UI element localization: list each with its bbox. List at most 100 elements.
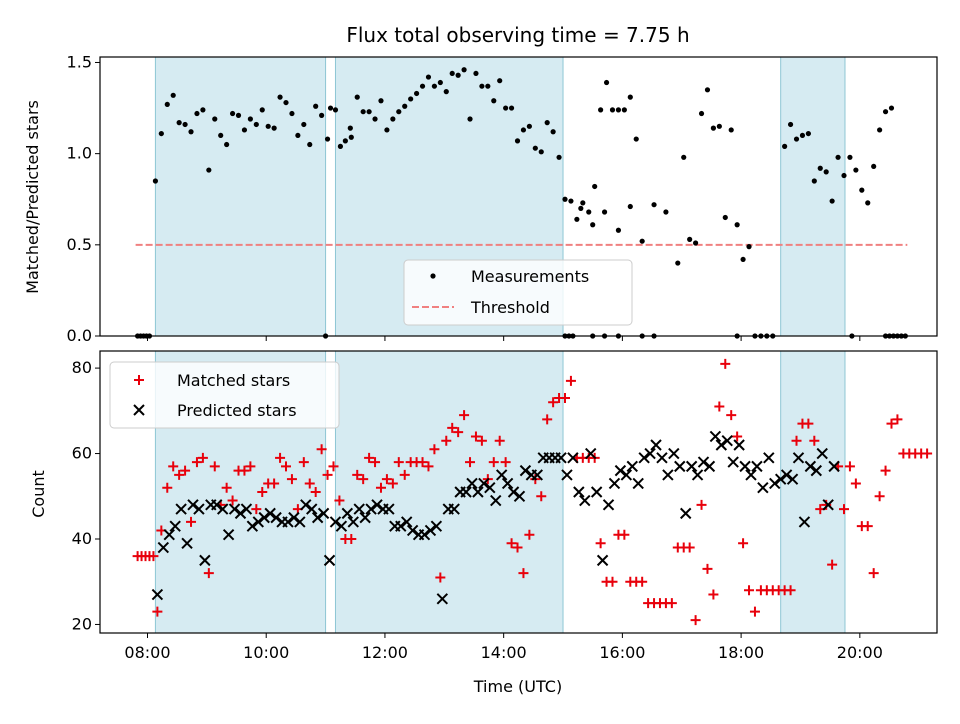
measurement-point — [253, 121, 259, 128]
matched-star-point — [174, 469, 185, 480]
measurement-point — [479, 83, 485, 89]
predicted-star-point — [151, 588, 164, 601]
y-tick-label: 80 — [72, 358, 92, 377]
matched-star-point — [619, 529, 630, 540]
predicted-star-point — [757, 482, 769, 494]
matched-star-point — [257, 487, 268, 497]
matched-star-point — [393, 457, 404, 468]
y-tick-label: 40 — [72, 529, 92, 548]
predicted-star-point — [282, 516, 294, 528]
measurement-point — [722, 214, 728, 221]
measurement-point — [538, 149, 544, 155]
matched-star-point — [744, 585, 755, 596]
measurement-point — [847, 154, 853, 160]
measurement-point — [888, 105, 895, 111]
measurement-point — [366, 109, 372, 115]
predicted-star-point — [199, 554, 211, 567]
matched-star-point — [162, 482, 173, 493]
matched-star-point — [221, 482, 232, 493]
matched-star-point — [447, 422, 458, 433]
legend-marker-measurements — [430, 273, 436, 279]
measurement-point — [360, 109, 366, 115]
measurement-point — [601, 209, 608, 215]
measurement-point — [698, 110, 705, 117]
bottom-y-axis-label: Count — [29, 470, 48, 518]
measurement-point — [265, 123, 271, 129]
matched-star-point — [803, 418, 814, 429]
predicted-star-point — [157, 541, 170, 554]
predicted-star-point — [228, 503, 241, 515]
measurement-point — [277, 94, 283, 100]
matched-star-point — [827, 559, 838, 570]
top-legend: Measurements Threshold — [403, 259, 633, 326]
matched-star-point — [459, 410, 470, 421]
predicted-star-point — [424, 524, 437, 537]
shaded-interval — [334, 350, 564, 634]
predicted-star-point — [579, 494, 591, 507]
shaded-interval — [154, 56, 327, 337]
predicted-star-point — [561, 469, 573, 481]
measurement-point — [556, 154, 562, 160]
measurement-point — [283, 99, 289, 106]
measurement-point — [158, 130, 164, 137]
legend-label-predicted: Predicted stars — [177, 401, 297, 420]
predicted-star-point — [697, 456, 710, 468]
top-axes: 0.0 0.5 1.0 1.5 — [67, 52, 938, 345]
matched-star-point — [453, 427, 464, 438]
measurement-point — [835, 154, 841, 160]
matched-star-point — [500, 457, 511, 468]
matched-star-point — [732, 431, 743, 442]
measurement-point — [307, 141, 313, 148]
predicted-star-point — [822, 499, 834, 511]
matched-star-point — [441, 435, 452, 446]
measurement-point — [384, 127, 390, 133]
measurement-point — [188, 129, 194, 135]
matched-star-point — [892, 414, 903, 425]
matched-star-point — [429, 444, 440, 455]
matched-star-point — [328, 461, 339, 472]
measurement-point — [229, 110, 236, 117]
measurement-point — [218, 132, 224, 139]
measurement-point — [882, 109, 889, 115]
measurement-point — [289, 110, 295, 117]
matched-star-point — [148, 551, 159, 562]
matched-star-point — [862, 521, 873, 532]
predicted-star-point — [216, 503, 229, 515]
bottom-axes: 20 40 60 80 08:00 10:00 12:00 14:00 16:00 18:00 20… — [72, 350, 938, 662]
measurement-point — [241, 127, 248, 133]
measurement-point — [544, 120, 550, 126]
measurement-point — [324, 136, 331, 142]
predicted-star-point — [353, 503, 365, 515]
measurement-point — [313, 103, 319, 109]
matched-star-point — [666, 598, 677, 609]
measurement-point — [562, 196, 568, 202]
predicted-star-point — [585, 447, 597, 460]
matched-star-point — [168, 461, 179, 472]
predicted-star-point — [436, 593, 449, 605]
matched-star-point — [512, 542, 523, 553]
matched-star-point — [298, 457, 309, 468]
matched-star-point — [180, 465, 191, 476]
predicted-star-point — [644, 447, 656, 460]
measurement-point — [247, 116, 253, 122]
predicted-star-point — [169, 520, 181, 532]
measurement-point — [396, 109, 402, 115]
measurement-point — [301, 121, 307, 128]
measurement-point — [164, 101, 170, 108]
measurement-point — [578, 205, 584, 211]
measurement-point — [295, 132, 301, 139]
measurement-point — [200, 107, 206, 113]
predicted-star-point — [602, 499, 615, 511]
predicted-star-point — [668, 447, 680, 460]
bottom-panel: 20 40 60 80 08:00 10:00 12:00 14:00 16:00 18:00 20… — [29, 350, 938, 696]
measurement-point — [639, 238, 645, 244]
measurement-point — [532, 145, 538, 151]
measurement-point — [503, 105, 509, 111]
y-tick-label: 1.0 — [67, 144, 92, 163]
predicted-star-point — [187, 499, 199, 511]
matched-star-point — [465, 457, 476, 468]
measurement-point — [425, 74, 432, 80]
predicted-star-point — [828, 460, 840, 473]
x-tick-label: 10:00 — [243, 643, 289, 662]
measurement-point — [859, 187, 865, 193]
